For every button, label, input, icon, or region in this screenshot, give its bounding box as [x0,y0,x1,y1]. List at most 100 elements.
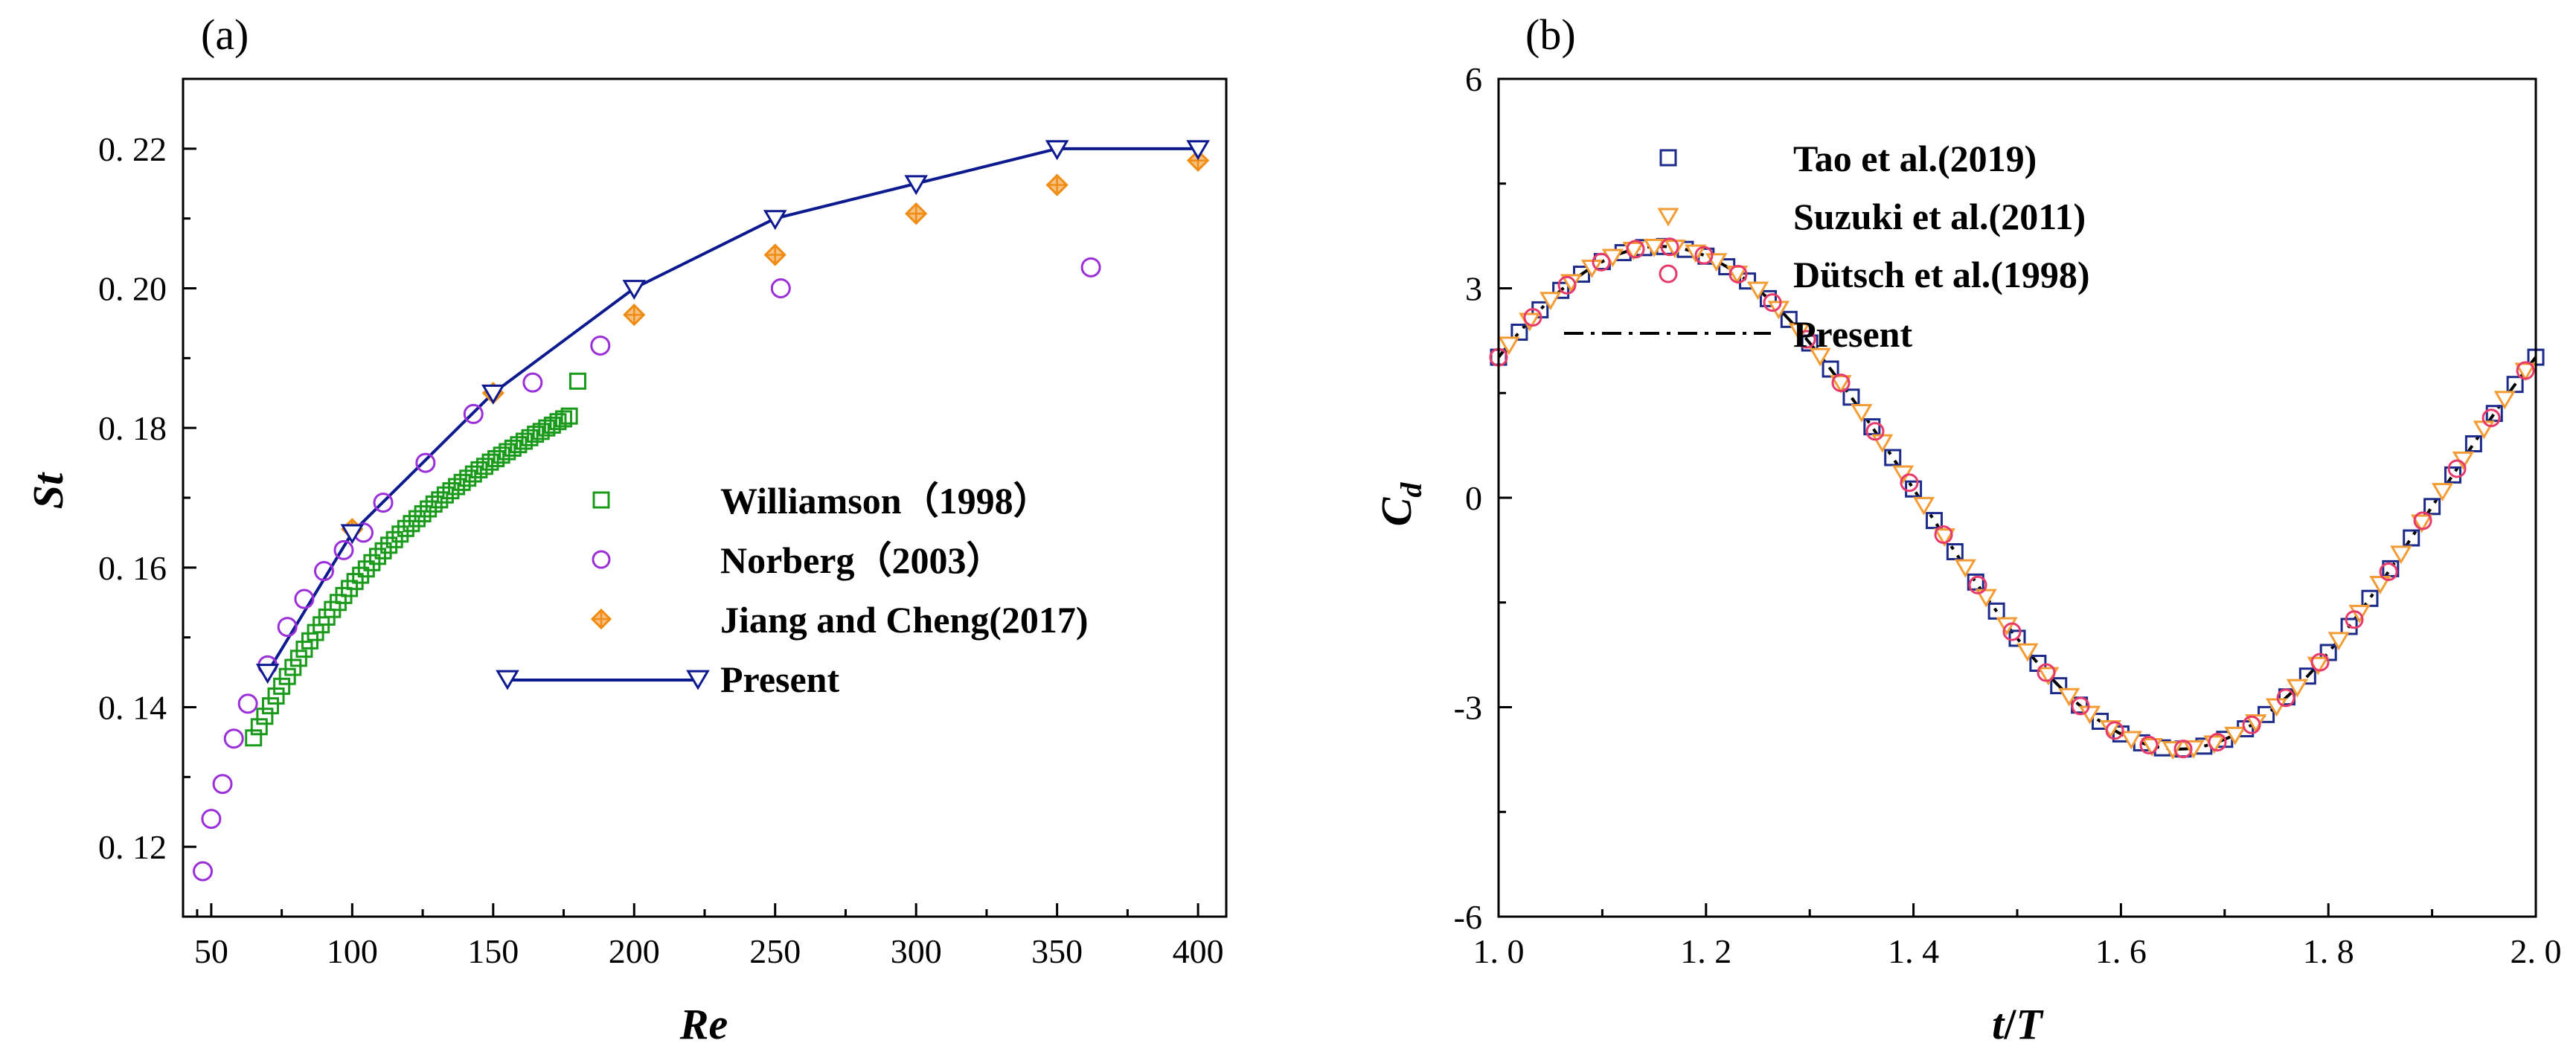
point-square [374,542,392,560]
legend-marker [590,608,612,630]
point-triangle-down [2120,731,2142,750]
y-tick-label: 0. 20 [98,270,167,308]
point-circle [373,493,394,513]
point-square [368,548,386,565]
y-tick-label: -6 [1454,898,1482,936]
y-tick-label: 0. 16 [98,549,167,587]
point-square [408,510,426,528]
point-square [2050,677,2068,695]
point-triangle-down [2224,726,2246,746]
point-triangle-down [2473,420,2495,440]
y-tick-label: 0. 22 [98,130,167,168]
point-circle [2002,622,2022,641]
point-circle [770,278,791,298]
point-square [1759,289,1777,307]
point-circle [2208,732,2227,751]
y-tick-label: 0. 12 [98,828,167,866]
point-triangle-down [481,384,505,405]
point-triangle-down [340,524,365,545]
point-circle [2379,562,2398,581]
point-square [549,413,567,431]
point-circle [1523,307,1542,327]
panel-a-legend: Williamson（1998） Norberg（2003） Jiang and C… [496,480,1089,700]
panel-a-x-title: Re [679,1000,728,1048]
legend-label: Jiang and Cheng(2017) [720,599,1089,641]
y-tick-label: 0. 18 [98,409,167,447]
point-circle [1660,237,1679,257]
panel-b-x-title-T: T [2016,1000,2044,1048]
point-square [1925,512,1943,530]
point-square [289,650,307,667]
legend-label: Present [1793,313,1912,355]
point-square [431,491,449,509]
point-square [261,697,279,715]
point-triangle-down [1912,496,1935,516]
point-square [352,566,370,584]
point-circle [1728,264,1748,283]
legend-marker [1659,149,1677,167]
point-square [425,495,443,513]
legend-marker [1659,264,1678,283]
point-square [284,658,302,676]
point-triangle-down [2162,741,2184,760]
point-square [538,419,556,437]
point-triangle-down [2369,576,2391,594]
point-triangle-down [1539,292,1562,311]
x-tick-label: 1. 8 [2303,932,2354,970]
point-square [1801,334,1819,352]
point-square [1863,418,1881,436]
point-circle [590,335,611,356]
point-circle [237,693,258,714]
point-circle [294,589,315,609]
point-circle [2105,721,2124,740]
point-circle [2037,663,2056,682]
point-square [1946,543,1964,561]
x-tick-label: 100 [327,932,378,970]
point-square [250,718,268,736]
point-circle [212,774,233,795]
panel-a-label: (a) [201,10,249,59]
present-line [266,147,1199,673]
x-tick-label: 150 [467,932,519,970]
point-circle [2413,511,2432,530]
point-square [1987,602,2005,620]
point-circle [313,561,334,582]
panel-b-tick-labels: 1. 0 1. 2 1. 4 1. 6 1. 8 2. 0 -6 -3 0 3 6 [1454,60,2562,970]
point-square [278,667,296,685]
present-curve [1497,245,2537,751]
point-square [2008,629,2026,647]
point-triangle-down [2411,514,2433,533]
point-circle [193,861,214,882]
panel-a-frame [182,77,1228,918]
point-triangle-down [1601,249,1624,268]
legend-marker [592,550,611,569]
panel-b-y-title-C: C [1372,496,1420,526]
point-square [532,423,550,440]
point-triangle-down [1851,403,1873,423]
x-tick-label: 350 [1031,932,1083,970]
point-circle [1694,246,1714,265]
y-tick-label: 0. 14 [98,689,167,727]
point-square [397,519,414,537]
point-triangle-down [1975,589,1997,608]
point-square [420,500,438,518]
legend-marker [1657,208,1679,227]
point-triangle-down [904,175,929,196]
point-circle [223,728,244,749]
point-square [543,416,561,434]
point-circle [2276,688,2295,708]
panel-b-legend: Tao et al.(2019) Suzuki et al.(2011) Dütsc… [1564,138,2090,355]
point-circle [277,617,298,638]
point-square [391,525,409,543]
point-circle [2071,696,2090,716]
legend-label: Tao et al.(2019) [1793,138,2037,179]
point-circle [1080,257,1101,278]
point-triangle-down [1830,375,1852,394]
point-triangle-down [2493,391,2516,410]
legend-marker [496,670,519,690]
point-square [357,560,375,578]
point-triangle-down [1933,528,1956,548]
panel-b-x-title: t/T [1992,1000,2044,1048]
point-triangle-down [1746,281,1769,301]
